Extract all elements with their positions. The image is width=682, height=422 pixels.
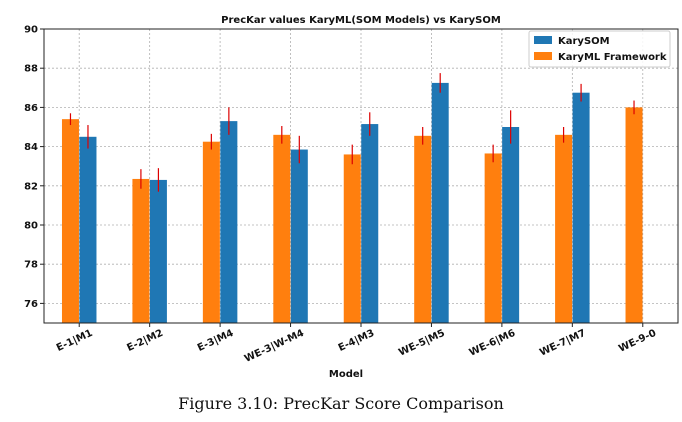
y-tick-label: 80 <box>24 221 38 232</box>
y-tick-label: 90 <box>24 25 38 36</box>
legend-box <box>528 30 671 68</box>
y-tick-label: 88 <box>24 64 38 75</box>
x-tick-label: WE-3|W-M4 <box>243 328 306 365</box>
x-axis: E-1|M1 E-2|M2 E-3|M4 WE-3|W-M4 E-4|M3 WE-5|M5… <box>55 323 658 365</box>
y-axis: 76 78 80 82 84 86 88 90 <box>24 25 44 310</box>
legend-swatch-karysom <box>534 36 552 44</box>
legend-swatch-karyml <box>534 52 552 60</box>
x-tick-label: E-2|M2 <box>125 328 165 354</box>
x-tick-label: E-3|M4 <box>196 328 236 354</box>
bar-karyml-framework-we-3-w-m4 <box>273 134 291 323</box>
bar-karysom-we-3-w-m4 <box>290 149 308 323</box>
bar-karyml-framework-e-3-m4 <box>202 141 220 323</box>
x-tick-label: WE-6|M6 <box>468 328 518 359</box>
error-bars <box>69 73 635 192</box>
bars <box>61 82 643 324</box>
grid-lines <box>44 28 678 323</box>
bar-karyml-framework-e-2-m2 <box>132 178 150 323</box>
bar-chart: PrecKar values KaryML(SOM Models) vs Kar… <box>24 15 679 380</box>
x-tick-label: E-1|M1 <box>55 328 95 354</box>
figure-caption: Figure 3.10: PrecKar Score Comparison <box>178 394 504 413</box>
bar-karysom-e-1-m1 <box>79 136 97 323</box>
y-tick-label: 84 <box>24 142 38 153</box>
x-tick-label: WE-5|M5 <box>397 328 447 359</box>
legend-label-karysom: KarySOM <box>558 36 610 47</box>
y-tick-label: 78 <box>24 260 38 271</box>
x-axis-label: Model <box>329 369 363 380</box>
y-tick-label: 82 <box>24 181 38 192</box>
bar-karysom-e-4-m3 <box>361 124 379 323</box>
legend: KarySOM KaryML Framework <box>528 30 671 68</box>
bar-karysom-we-6-m6 <box>502 127 520 323</box>
bar-karysom-we-5-m5 <box>431 82 449 324</box>
x-tick-label: E-4|M3 <box>337 328 377 354</box>
x-tick-label: WE-9-0 <box>617 328 658 355</box>
y-tick-label: 86 <box>24 103 38 114</box>
bar-karysom-we-7-m7 <box>572 92 590 323</box>
bar-karysom-e-2-m2 <box>149 179 167 323</box>
bar-karyml-framework-we-5-m5 <box>414 135 432 323</box>
bar-karyml-framework-e-4-m3 <box>343 154 361 323</box>
bar-karyml-framework-we-7-m7 <box>555 134 573 323</box>
bar-karyml-framework-we-6-m6 <box>484 153 502 323</box>
y-tick-label: 76 <box>24 299 38 310</box>
bar-karyml-framework-e-1-m1 <box>61 119 79 323</box>
legend-label-karyml: KaryML Framework <box>558 52 667 63</box>
x-tick-label: WE-7|M7 <box>538 328 588 359</box>
bar-karysom-e-3-m4 <box>220 121 238 324</box>
bar-karyml-framework-we-9-0 <box>625 107 643 324</box>
chart-title: PrecKar values KaryML(SOM Models) vs Kar… <box>221 15 501 26</box>
